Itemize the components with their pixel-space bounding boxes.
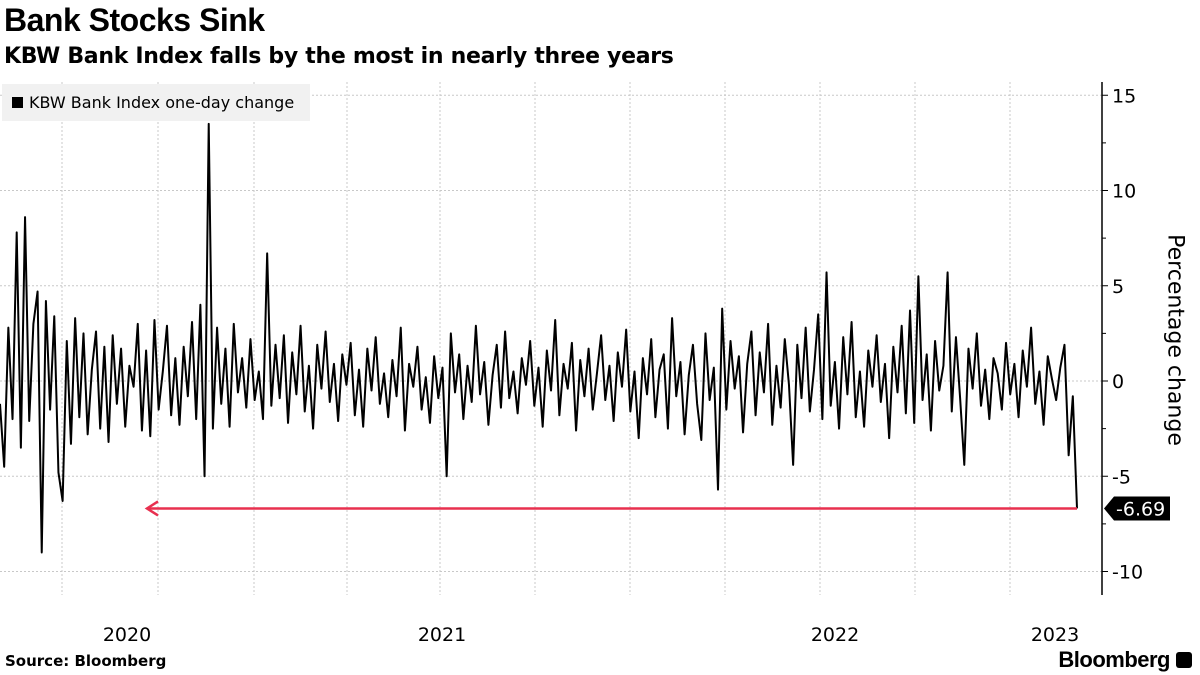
x-tick-label: 2021 [418, 624, 466, 646]
source-note: Source: Bloomberg [5, 652, 167, 670]
y-axis-label: Percentage change [1162, 234, 1188, 446]
last-value-badge [1104, 496, 1170, 521]
series-line-kbw-bank-index [0, 122, 1078, 554]
arrow-head-icon [144, 500, 159, 517]
y-tick-label: -10 [1112, 562, 1143, 584]
x-tick-label: 2023 [1031, 624, 1079, 646]
y-tick-label: 10 [1112, 181, 1136, 203]
last-value-label: -6.69 [1116, 498, 1165, 520]
y-tick-label: -5 [1112, 466, 1131, 488]
legend-swatch [12, 97, 23, 108]
chart-subtitle: KBW Bank Index falls by the most in near… [4, 44, 674, 69]
y-tick-label: 15 [1112, 85, 1136, 107]
bloomberg-logo: Bloomberg [1058, 647, 1170, 672]
legend: KBW Bank Index one-day change [2, 84, 310, 121]
x-tick-label: 2020 [103, 624, 151, 646]
y-tick-label: 0 [1112, 371, 1124, 393]
chart-title: Bank Stocks Sink [4, 2, 265, 38]
legend-label: KBW Bank Index one-day change [29, 93, 295, 112]
x-tick-label: 2022 [811, 624, 859, 646]
bloomberg-terminal-icon [1176, 652, 1192, 668]
y-tick-label: 5 [1112, 276, 1124, 298]
